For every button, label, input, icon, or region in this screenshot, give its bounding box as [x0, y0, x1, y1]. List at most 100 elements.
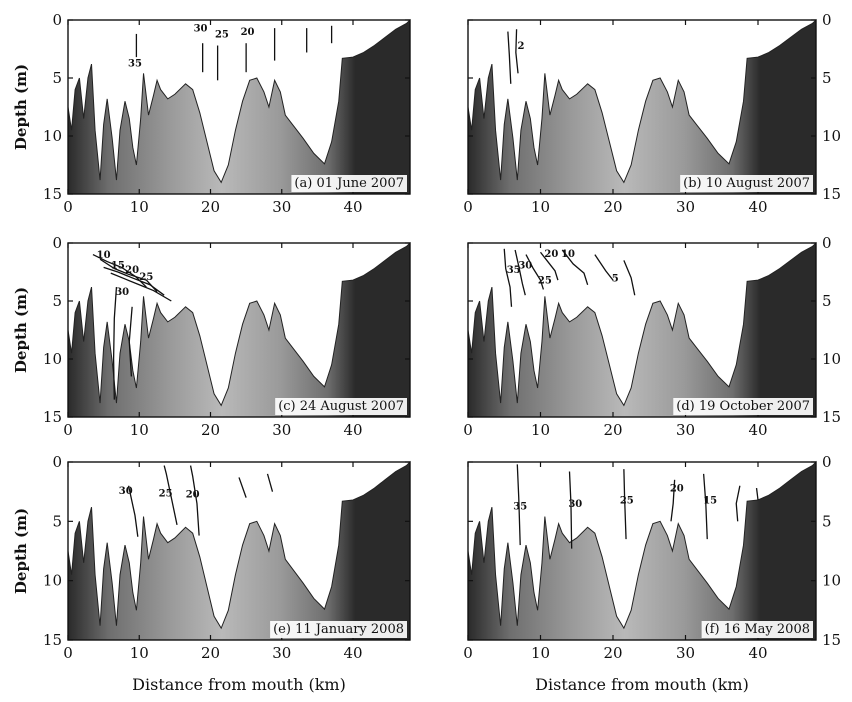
y-axis-title: Depth (m)	[12, 287, 30, 373]
panel-label-bg	[270, 621, 407, 638]
salinity-contour	[99, 258, 158, 293]
y-tick-label: 15	[43, 631, 62, 649]
y-tick-label: 10	[822, 350, 841, 368]
x-tick-label: 20	[603, 421, 622, 439]
x-tick-label: 30	[676, 421, 695, 439]
salinity-contour	[525, 254, 545, 290]
plot-frame	[467, 461, 817, 641]
salinity-contour	[503, 248, 513, 307]
y-tick-label: 0	[52, 11, 62, 29]
salinity-contour	[127, 485, 139, 537]
contour-label: 30	[518, 261, 532, 272]
bathymetry-area	[467, 18, 817, 195]
y-tick-label: 10	[822, 572, 841, 590]
x-tick-label: 40	[748, 421, 767, 439]
contour-label: 25	[139, 272, 153, 283]
x-tick-label: 30	[272, 198, 291, 216]
x-tick-label: 20	[603, 198, 622, 216]
contour-label: 20	[241, 27, 255, 38]
x-tick-label: 30	[272, 421, 291, 439]
y-tick-label: 5	[52, 512, 62, 530]
plot-frame	[467, 242, 817, 418]
x-tick-label: 40	[748, 644, 767, 662]
salinity-contour	[516, 464, 521, 546]
salinity-contour	[189, 465, 200, 536]
contour-label: 15	[111, 261, 125, 272]
panel-5: 0 10 20 30 40 0 5 10 15 Depth (m) Distance from mo…	[12, 453, 411, 694]
contour-label: 5	[612, 273, 619, 284]
contour-label: 20	[125, 265, 139, 276]
panel-label: (d) 19 October 2007	[676, 399, 810, 414]
x-tick-label: 0	[463, 198, 473, 216]
contour-label: 20	[670, 484, 684, 495]
y-tick-label: 0	[52, 453, 62, 471]
x-tick-label: 0	[63, 421, 73, 439]
x-axis-title: Distance from mouth (km)	[132, 675, 346, 694]
panel-label-bg	[680, 175, 813, 192]
x-tick-label: 10	[531, 421, 550, 439]
plot-frame	[67, 19, 411, 195]
x-tick-label: 10	[531, 198, 550, 216]
salinity-contour	[163, 465, 178, 526]
plot-frame	[467, 19, 817, 195]
y-tick-label: 15	[822, 631, 841, 649]
salinity-contour	[623, 260, 636, 296]
salinity-contour	[755, 488, 759, 501]
contour-label: 35	[513, 501, 527, 512]
y-tick-label: 5	[822, 69, 832, 87]
y-axis-title: Depth (m)	[12, 64, 30, 150]
contour-label: 30	[115, 287, 129, 298]
y-tick-label: 5	[822, 512, 832, 530]
contour-label: 25	[538, 276, 552, 287]
contour-label: 20	[186, 490, 200, 501]
y-tick-label: 0	[52, 234, 62, 252]
y-tick-label: 10	[43, 572, 62, 590]
plot-frame	[67, 461, 411, 641]
y-tick-label: 0	[822, 234, 832, 252]
x-tick-label: 20	[201, 421, 220, 439]
panel-label-bg	[275, 398, 407, 415]
x-tick-label: 30	[272, 644, 291, 662]
x-tick-label: 0	[463, 644, 473, 662]
panel-label: (a) 01 June 2007	[294, 176, 404, 191]
contour-label: 35	[128, 58, 142, 69]
salinity-contour	[568, 471, 573, 549]
y-tick-label: 15	[43, 185, 62, 203]
plot-frame	[67, 242, 411, 418]
salinity-contour	[266, 473, 274, 492]
panel-6: 0 10 20 30 40 0 5 10 15 Distance from mouth (km) 3…	[463, 453, 841, 694]
y-tick-label: 5	[822, 292, 832, 310]
bathymetry-area	[67, 18, 411, 195]
contour-label: 20	[544, 249, 558, 260]
salinity-contour	[515, 29, 519, 74]
x-tick-label: 0	[63, 198, 73, 216]
contour-label: 10	[561, 249, 575, 260]
y-tick-label: 0	[822, 453, 832, 471]
contour-label: 30	[194, 24, 208, 35]
bathymetry-area	[467, 460, 817, 641]
contour-label: 25	[620, 496, 634, 507]
x-tick-label: 10	[130, 644, 149, 662]
panel-label: (f) 16 May 2008	[705, 622, 810, 637]
y-tick-label: 10	[43, 350, 62, 368]
contour-label: 25	[159, 488, 173, 499]
contour-label: 30	[119, 486, 133, 497]
salinity-contour	[702, 473, 708, 540]
x-tick-label: 10	[130, 198, 149, 216]
contour-label: 35	[507, 265, 521, 276]
salinity-contour	[735, 485, 741, 522]
panel-1: 0 10 20 30 40 0 5 10 15 Depth (m) 35 30 25 20 (a) 01 J…	[12, 11, 411, 216]
x-tick-label: 30	[676, 198, 695, 216]
panel-label-bg	[701, 621, 813, 638]
salinity-contour	[128, 306, 133, 377]
contour-label: 10	[97, 250, 111, 261]
panel-label: (e) 11 January 2008	[273, 622, 404, 637]
x-tick-label: 40	[343, 421, 362, 439]
contour-label: 25	[215, 29, 229, 40]
x-tick-label: 40	[343, 198, 362, 216]
salinity-contour	[561, 249, 589, 285]
x-tick-label: 30	[676, 644, 695, 662]
salinity-contour	[507, 31, 512, 84]
salinity-contour	[514, 249, 526, 296]
